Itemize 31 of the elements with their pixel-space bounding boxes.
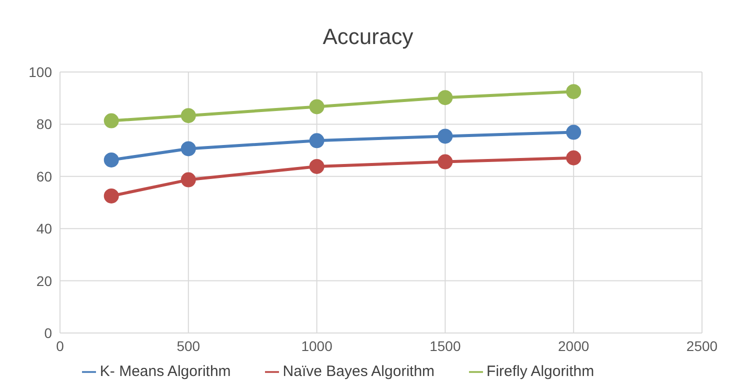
legend-label: Naïve Bayes Algorithm	[282, 363, 435, 380]
y-tick-label: 40	[36, 220, 52, 237]
point	[104, 152, 119, 168]
point	[104, 188, 119, 204]
y-tick-label: 80	[36, 116, 52, 132]
x-tick-label: 2000	[558, 338, 590, 354]
point	[180, 172, 196, 188]
point	[566, 150, 582, 166]
point	[438, 90, 453, 106]
x-tick-label: 2500	[686, 338, 718, 354]
y-tick-label: 60	[36, 168, 52, 184]
point	[309, 158, 324, 174]
chart-title: Accuracy	[322, 23, 414, 51]
point	[180, 108, 196, 124]
y-tick-label: 100	[28, 64, 52, 80]
point	[104, 113, 119, 128]
y-tick-label: 0	[44, 324, 52, 341]
point	[438, 154, 453, 170]
point	[566, 84, 582, 100]
x-tick-label: 0	[56, 338, 64, 354]
legend-label: Firefly Algorithm	[486, 363, 594, 380]
x-tick-label: 1000	[301, 338, 333, 354]
legend-label: K- Means Algorithm	[100, 363, 231, 380]
y-tick-label: 20	[36, 272, 52, 289]
x-tick-label: 1500	[430, 338, 461, 354]
point	[438, 128, 453, 144]
x-tick-label: 500	[176, 338, 200, 354]
point	[566, 124, 582, 140]
point	[309, 133, 324, 148]
point	[180, 141, 196, 156]
point	[309, 99, 324, 114]
